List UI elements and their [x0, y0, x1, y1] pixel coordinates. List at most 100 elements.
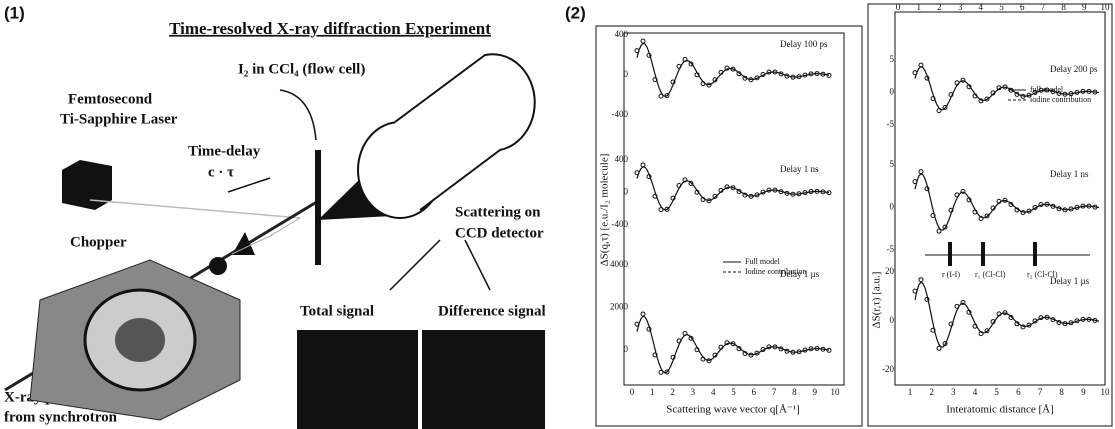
x-tick-label: 0	[630, 387, 635, 397]
y-tick-label: 0	[890, 87, 895, 97]
y-tick-label: 20	[885, 266, 895, 276]
x-tick-label: 7	[1038, 387, 1043, 397]
y-tick-label: 0	[890, 315, 895, 325]
y-tick-label: 400	[615, 154, 629, 164]
legend-label: full model	[1030, 85, 1064, 94]
diff-label: Difference signal	[438, 303, 546, 319]
x-tick-label: 9	[1081, 387, 1086, 397]
laser-label: Ti-Sapphire Laser	[60, 111, 178, 127]
x-tick-label: 7	[772, 387, 777, 397]
annotation: r₁ (Cl-Cl)	[975, 270, 1006, 279]
y-tick-label: 4000	[610, 259, 629, 269]
data-point	[961, 189, 965, 193]
x-tick-label: 8	[1059, 387, 1064, 397]
x-tick-label: 4	[973, 387, 978, 397]
annotation: r₂ (Cl-Cl)	[1027, 270, 1058, 279]
bar	[981, 242, 985, 266]
x-tick-label: 3	[951, 387, 956, 397]
x-tick-label: 2	[670, 387, 675, 397]
top-tick-label: 3	[958, 2, 963, 12]
y-label: ΔS(r,τ) [a.u.]	[871, 272, 883, 329]
annotation: r (I-I)	[942, 270, 960, 279]
x-tick-label: 1	[650, 387, 655, 397]
delay-label: Delay 100 ps	[780, 39, 828, 49]
x-tick-label: 9	[812, 387, 817, 397]
y-tick-label: 0	[890, 202, 895, 212]
data-point	[937, 109, 941, 113]
curve	[637, 43, 829, 96]
scattering-label: CCD detector	[455, 225, 544, 241]
bar	[948, 242, 952, 266]
scattering-label: Scattering on	[455, 204, 541, 220]
x-label: Scattering wave vector q[Å⁻¹]	[666, 404, 799, 416]
legend-label: iodine contribution	[1030, 95, 1091, 104]
top-tick-label: 1	[916, 2, 921, 12]
x-tick-label: 6	[752, 387, 757, 397]
delay-label: Delay 1 ns	[780, 164, 819, 174]
legend-label: Full model	[745, 257, 781, 266]
x-tick-label: 3	[691, 387, 696, 397]
y-tick-label: 5	[890, 54, 895, 64]
curve	[915, 174, 1099, 230]
curve	[915, 282, 1099, 347]
top-tick-label: 2	[937, 2, 942, 12]
data-point	[659, 94, 663, 98]
legend-label: Iodine contribution	[745, 267, 807, 276]
data-point	[659, 370, 663, 374]
y-tick-label: 0	[624, 69, 629, 79]
y-tick-label: 0	[624, 344, 629, 354]
top-tick-label: 6	[1020, 2, 1025, 12]
total-label: Total signal	[300, 303, 374, 319]
data-point	[919, 170, 923, 174]
x-tick-label: 4	[711, 387, 716, 397]
xray-label: from synchrotron	[4, 409, 118, 425]
x-tick-label: 8	[792, 387, 797, 397]
top-tick-label: 9	[1082, 2, 1087, 12]
x-tick-label: 6	[1016, 387, 1021, 397]
laser-label: Femtosecond	[68, 91, 153, 107]
top-tick-label: 0	[896, 2, 901, 12]
top-tick-label: 10	[1101, 2, 1111, 12]
x-tick-label: 10	[1101, 387, 1111, 397]
data-point	[641, 39, 645, 43]
axes	[624, 33, 844, 385]
x-tick-label: 2	[929, 387, 934, 397]
data-point	[659, 208, 663, 212]
delay-label: Delay 200 ps	[1050, 64, 1098, 74]
top-tick-label: 8	[1061, 2, 1066, 12]
top-tick-label: 5	[999, 2, 1004, 12]
x-tick-label: 5	[731, 387, 736, 397]
delay-label: Delay 1 ns	[1050, 169, 1089, 179]
y-tick-label: 400	[615, 29, 629, 39]
y-tick-label: -400	[612, 219, 629, 229]
y-tick-label: -5	[887, 244, 895, 254]
delay-label: c · τ	[208, 164, 234, 180]
data-point	[919, 278, 923, 282]
plot-frame	[596, 26, 862, 426]
chopper-label: Chopper	[70, 234, 127, 250]
delay-label: Time-delay	[188, 143, 261, 159]
x-tick-label: 10	[831, 387, 841, 397]
curve	[637, 316, 829, 372]
title: Time-resolved X-ray diffraction Experime…	[169, 19, 491, 38]
data-point	[641, 312, 645, 316]
top-tick-label: 4	[979, 2, 984, 12]
y-tick-label: -400	[612, 109, 629, 119]
y-tick-label: -20	[882, 364, 894, 374]
y-tick-label: 0	[624, 187, 629, 197]
panel-label: (1)	[4, 3, 25, 22]
x-tick-label: 1	[908, 387, 913, 397]
x-label: Interatomic distance [Å]	[946, 404, 1054, 416]
x-tick-label: 5	[994, 387, 999, 397]
y-tick-label: 2000	[610, 302, 629, 312]
figure: (1) Time-resolved X-ray diffraction Expe…	[0, 0, 1115, 429]
sample-label: I₂ in CCl₄ (flow cell)	[238, 61, 365, 77]
panel-label: (2)	[565, 3, 586, 22]
y-tick-label: -5	[887, 119, 895, 129]
bar	[1033, 242, 1037, 266]
y-tick-label: 5	[890, 159, 895, 169]
data-point	[937, 229, 941, 233]
top-tick-label: 7	[1041, 2, 1046, 12]
data-point	[937, 346, 941, 350]
y-label: ΔS(q,τ) [e.u./I₂ molecule]	[599, 154, 611, 267]
